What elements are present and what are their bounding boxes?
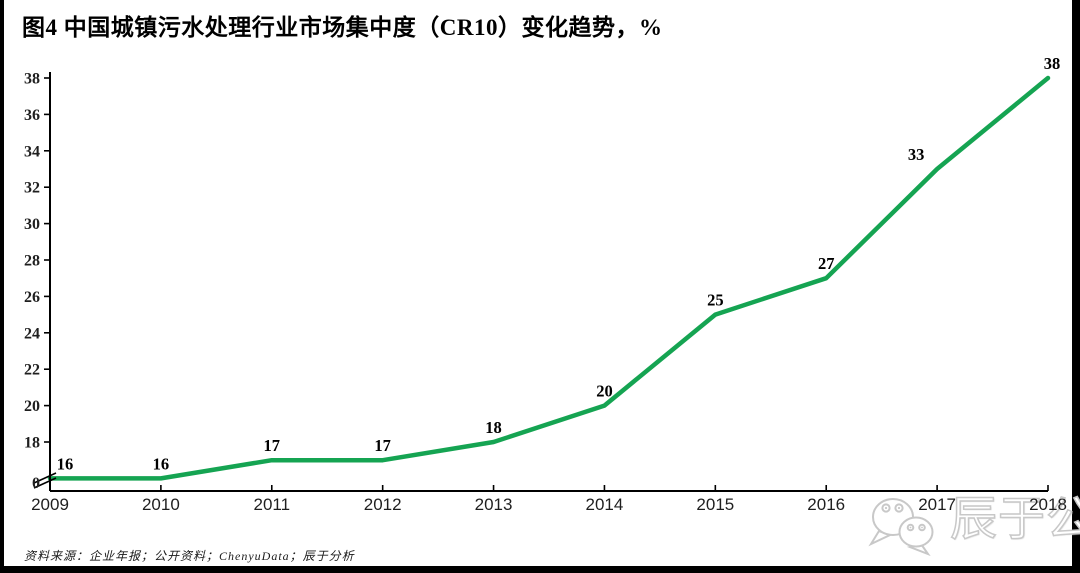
data-label: 25	[707, 291, 724, 310]
data-labels: 16 16 17 17 18 20 25 27 33 38	[57, 54, 1061, 473]
source-note: 资料来源：企业年报；公开资料；ChenyuData；辰于分析	[24, 549, 355, 563]
data-label: 17	[374, 436, 391, 455]
data-label: 16	[57, 454, 74, 473]
x-tick-label: 2017	[918, 495, 956, 514]
bottom-border-bar	[0, 566, 1080, 573]
x-tick-label: 2016	[807, 495, 845, 514]
x-tick-label: 2011	[253, 495, 290, 514]
right-border-bar	[1072, 0, 1080, 573]
wechat-chat-bubbles-icon	[868, 498, 934, 556]
y-tick-label: 28	[24, 253, 40, 270]
watermark-text: 辰于公司	[949, 493, 1080, 547]
axes	[49, 72, 1048, 492]
y-tick-label: 32	[24, 180, 40, 197]
data-label: 20	[596, 382, 613, 401]
x-axis-labels: 2009 2010 2011 2012 2013 2014 2015 2016 2017 2018	[31, 495, 1067, 514]
x-tick-label: 2010	[142, 495, 180, 514]
y-tick-label: 34	[24, 143, 40, 160]
data-label: 17	[264, 436, 281, 455]
data-line-cr10	[47, 75, 1051, 481]
y-tick-label: 30	[24, 216, 40, 233]
y-tick-label: 0	[32, 475, 40, 492]
x-tick-label: 2012	[364, 495, 402, 514]
y-axis-break-icon	[33, 472, 57, 489]
y-tick-label: 24	[24, 325, 40, 342]
y-tick-label: 20	[24, 398, 40, 415]
y-tick-label: 18	[24, 435, 40, 452]
data-label: 18	[485, 418, 502, 437]
y-tick-label: 36	[24, 107, 40, 124]
y-tick-label: 22	[24, 362, 40, 379]
y-tick-label: 26	[24, 289, 40, 306]
x-tick-label: 2014	[586, 495, 624, 514]
x-tick-label: 2009	[31, 495, 69, 514]
x-tick-label: 2013	[475, 495, 513, 514]
y-axis-labels: 0 18 20 22 24 26 28 30 32 34 36 38	[24, 71, 40, 493]
x-tick-label: 2015	[696, 495, 734, 514]
data-label: 16	[153, 454, 170, 473]
x-tick-label: 2018	[1029, 495, 1067, 514]
data-label: 27	[818, 254, 835, 273]
y-tick-label: 38	[24, 71, 40, 88]
tick-marks	[44, 77, 1049, 491]
left-border-bar	[0, 0, 4, 573]
data-label: 38	[1044, 54, 1061, 73]
data-label: 33	[908, 145, 925, 164]
chart-title: 图4 中国城镇污水处理行业市场集中度（CR10）变化趋势，%	[22, 15, 663, 40]
watermark: 辰于公司	[866, 492, 1080, 556]
